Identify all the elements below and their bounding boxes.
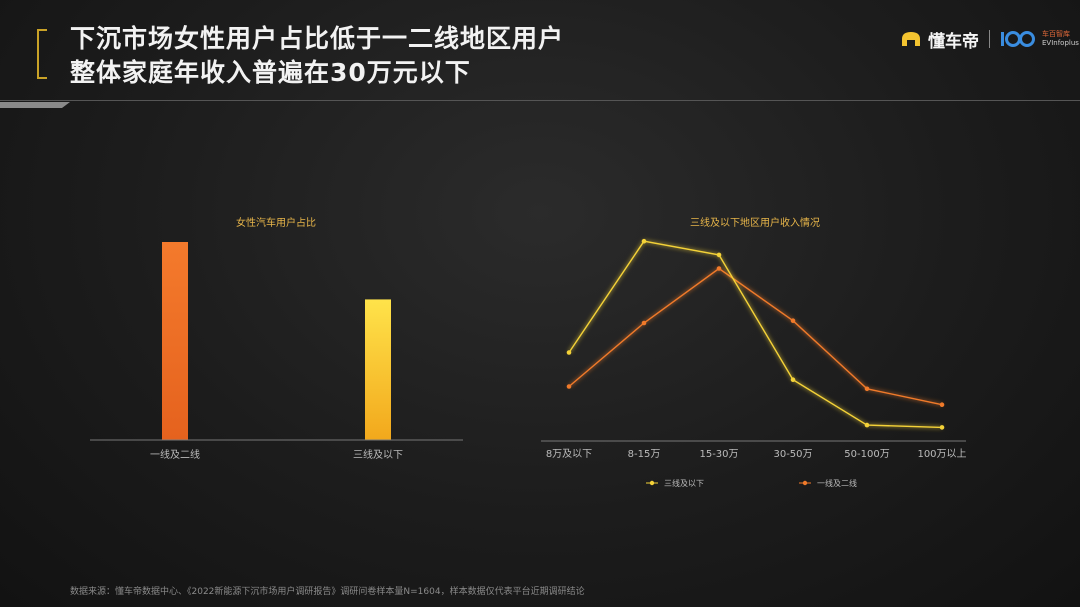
x-tick-label: 8万及以下 xyxy=(546,448,592,460)
title-line-2: 整体家庭年收入普遍在30万元以下 xyxy=(70,58,471,87)
logo-separator xyxy=(989,30,990,48)
partner-name: 车百智库 xyxy=(1042,30,1070,38)
legend-entry: 三线及以下 xyxy=(664,478,704,488)
bar-chart-title: 女性汽车用户占比 xyxy=(236,216,316,229)
bar-2 xyxy=(365,299,391,440)
series-2-point xyxy=(716,266,722,271)
series-line-1 xyxy=(568,240,943,429)
page-title: 下沉市场女性用户占比低于一二线地区用户 整体家庭年收入普遍在30万元以下 xyxy=(70,22,564,90)
x-tick-label: 100万以上 xyxy=(917,448,966,460)
series-2-point xyxy=(641,320,647,326)
x-tick-label: 50-100万 xyxy=(844,449,889,460)
line-chart: 三线及以下地区用户收入情况 8万及以下 8-15万 15-30万 30-50万 50-1… xyxy=(541,216,967,488)
partner-logo-text: 车百智库 EVInfoplus xyxy=(1042,30,1079,48)
legend-entry: 一线及二线 xyxy=(817,478,857,488)
x-tick-label: 8-15万 xyxy=(628,449,661,460)
series-1-point xyxy=(939,425,945,430)
series-1-point xyxy=(566,350,572,355)
series-1-point xyxy=(641,238,647,244)
brand-logo: 懂车帝 车百智库 EVInfoplus xyxy=(900,25,1079,53)
bar-category-label: 三线及以下 xyxy=(353,448,403,461)
series-line-2 xyxy=(568,267,943,406)
series-2-point xyxy=(939,402,945,408)
series-2-point xyxy=(566,384,572,389)
bar-category-label: 一线及二线 xyxy=(150,448,200,461)
series-1-point xyxy=(716,252,722,258)
title-bracket-decoration xyxy=(37,29,47,79)
series-1-point xyxy=(864,422,870,428)
data-source-note: 数据来源：懂车帝数据中心、《2022新能源下沉市场用户调研报告》调研问卷样本量N… xyxy=(70,587,585,597)
car-logo-icon xyxy=(902,32,920,46)
x-tick-label: 30-50万 xyxy=(773,449,812,460)
legend-swatch-dot xyxy=(649,480,655,486)
legend-swatch-dot xyxy=(802,480,808,486)
partner-name-en: EVInfoplus xyxy=(1042,39,1079,47)
series-2-point xyxy=(790,318,796,324)
brand-name: 懂车帝 xyxy=(928,31,979,52)
x-tick-label: 15-30万 xyxy=(699,449,738,460)
series-2-point xyxy=(864,386,870,392)
bar-1 xyxy=(162,242,188,440)
line-chart-title: 三线及以下地区用户收入情况 xyxy=(690,216,820,229)
series-1-point xyxy=(790,377,796,383)
header-divider xyxy=(0,100,1080,108)
bar-chart: 女性汽车用户占比 一线及二线 三线及以下 xyxy=(90,216,463,461)
title-line-1: 下沉市场女性用户占比低于一二线地区用户 xyxy=(70,24,565,53)
hundred-logo-icon xyxy=(1001,31,1035,47)
